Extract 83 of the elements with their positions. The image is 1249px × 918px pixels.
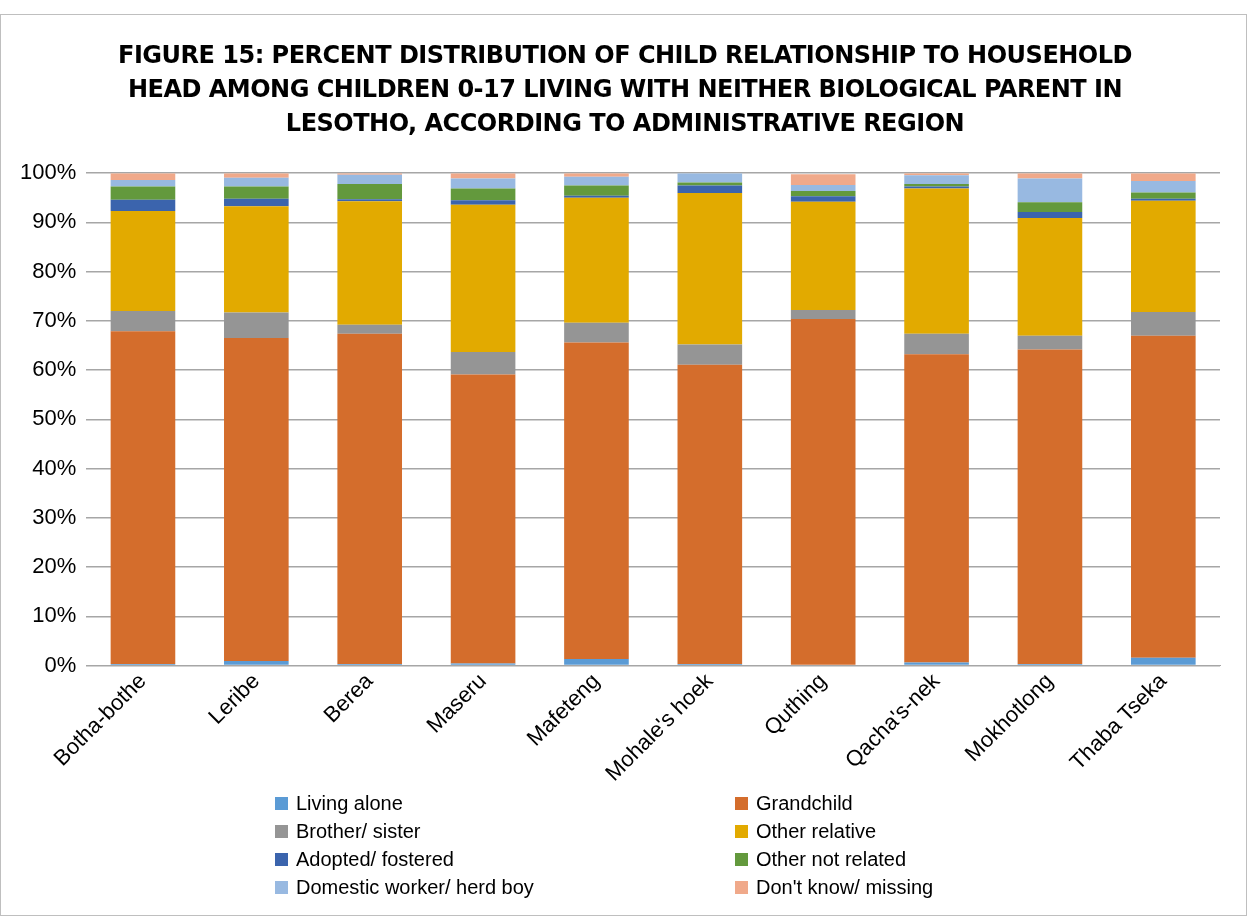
bar <box>450 200 516 205</box>
bar <box>337 184 403 200</box>
bar <box>224 338 289 662</box>
bar <box>677 344 743 365</box>
bar <box>1017 349 1083 665</box>
bar <box>110 311 176 332</box>
bar <box>564 185 629 196</box>
bar <box>224 661 289 665</box>
bar <box>904 175 969 185</box>
bar <box>337 201 403 325</box>
bar <box>904 662 969 665</box>
legend-label: Don't know/ missing <box>756 876 934 899</box>
y-tick-label: 20% <box>32 553 77 579</box>
bar <box>224 177 289 187</box>
legend-label: Other not related <box>756 848 907 871</box>
bar <box>337 174 403 185</box>
bar <box>790 190 856 197</box>
legend-label: Grandchild <box>756 792 853 815</box>
bar <box>790 196 856 202</box>
chart-title: FIGURE 15: PERCENT DISTRIBUTION OF CHILD RELATIONSHIP TO HOUSEHOLD HEAD AMONG CHILDREN 0-17 LIVING WITH NEITHER BIOLOGICAL PARENT IN LESOTHO, ACCORDING TO ADMINISTRATIVE REGION <box>117 40 1133 139</box>
y-tick-label: 0% <box>44 651 77 677</box>
legend-label: Brother/ sister <box>296 820 421 843</box>
bar <box>1131 657 1196 665</box>
bar <box>677 185 743 193</box>
bar <box>224 173 289 178</box>
bar <box>677 182 743 186</box>
bar <box>1017 202 1083 213</box>
bar <box>1131 335 1196 658</box>
y-tick-label: 80% <box>32 257 77 283</box>
bar <box>450 188 516 201</box>
bar <box>224 206 289 313</box>
y-tick-label: 70% <box>32 306 77 332</box>
bar <box>564 322 629 343</box>
bar <box>450 204 516 352</box>
bar <box>904 354 969 663</box>
bar <box>1017 218 1083 336</box>
y-tick-label: 10% <box>32 602 77 628</box>
bar <box>450 374 516 664</box>
bar <box>224 186 289 199</box>
bar <box>564 197 629 323</box>
bar <box>1017 173 1083 179</box>
bar <box>1017 212 1083 218</box>
bar <box>224 198 289 207</box>
bar <box>1131 181 1196 193</box>
bar <box>790 174 856 186</box>
bar <box>904 188 969 334</box>
bar <box>1017 335 1083 350</box>
bar <box>1131 312 1196 336</box>
bar <box>790 185 856 191</box>
bar <box>790 201 856 311</box>
y-tick-label: 40% <box>32 454 77 480</box>
legend-label: Other relative <box>756 820 877 843</box>
legend-label: Living alone <box>296 792 403 815</box>
y-tick-label: 90% <box>32 208 77 234</box>
bar <box>110 331 176 665</box>
y-tick-label: 50% <box>32 405 77 431</box>
bar <box>564 342 629 660</box>
bar <box>224 312 289 339</box>
bar <box>110 211 176 312</box>
bar <box>337 324 403 334</box>
bar <box>564 176 629 186</box>
bar <box>1017 178 1083 203</box>
bar <box>110 199 176 212</box>
bar <box>677 192 743 345</box>
bar <box>450 173 516 179</box>
bar <box>450 178 516 189</box>
bar <box>110 186 176 200</box>
bar <box>904 333 969 355</box>
bar <box>1131 200 1196 313</box>
legend-label: Domestic worker/ herd boy <box>296 876 534 899</box>
bar <box>110 180 176 187</box>
bar <box>450 351 516 375</box>
bar <box>1131 192 1196 199</box>
bar <box>677 173 743 183</box>
bar <box>790 318 856 665</box>
legend-label: Adopted/ fostered <box>296 848 454 871</box>
y-tick-label: 100% <box>19 159 77 185</box>
bar <box>790 310 856 319</box>
bar <box>337 333 403 665</box>
bar <box>677 364 743 665</box>
bar <box>564 659 629 665</box>
y-tick-label: 30% <box>32 503 77 529</box>
y-tick-label: 60% <box>32 356 77 382</box>
